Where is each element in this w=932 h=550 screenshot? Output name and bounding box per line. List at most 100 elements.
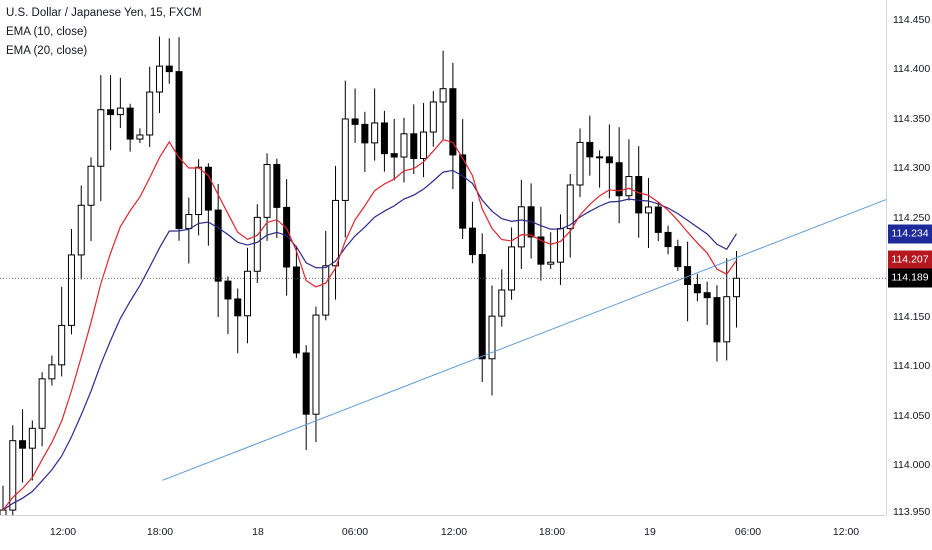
price-tick-label: 114.300 bbox=[893, 162, 931, 175]
candle-body bbox=[400, 133, 408, 158]
price-tick-label: 114.400 bbox=[893, 63, 931, 76]
candle-body bbox=[77, 204, 85, 256]
price-tick-label: 114.450 bbox=[893, 13, 931, 26]
candle-body bbox=[635, 176, 643, 214]
candle-body bbox=[468, 227, 476, 256]
candle-body bbox=[674, 246, 682, 268]
candle-body bbox=[459, 154, 467, 229]
candle-body bbox=[733, 277, 740, 298]
candle-body bbox=[351, 118, 359, 125]
time-tick-label: 06:00 bbox=[734, 526, 762, 538]
candle-body bbox=[97, 109, 105, 167]
candle-body bbox=[547, 261, 555, 265]
candle-body bbox=[429, 101, 437, 133]
candle-body bbox=[596, 156, 604, 159]
ema10-price-badge: 114.207 bbox=[888, 250, 932, 270]
candle-body bbox=[263, 164, 271, 218]
candle-body bbox=[9, 440, 17, 511]
candle-body bbox=[566, 184, 574, 230]
candle-body bbox=[615, 162, 623, 197]
candle-body bbox=[390, 153, 398, 158]
candle-body bbox=[449, 88, 457, 156]
candle-body bbox=[155, 65, 163, 93]
candle-body bbox=[664, 231, 672, 248]
time-tick-label: 12:00 bbox=[49, 526, 77, 538]
candle-body bbox=[38, 378, 46, 429]
candle-body bbox=[713, 297, 721, 343]
price-tick-label: 114.250 bbox=[893, 211, 931, 224]
legend-symbol[interactable]: U.S. Dollar / Japanese Yen, 15, FXCM bbox=[6, 7, 202, 19]
candle-body bbox=[48, 364, 56, 380]
candle-body bbox=[204, 166, 212, 211]
time-axis[interactable]: 12:00 18:00 18 06:00 12:00 18:00 19 06:00 12:00 bbox=[0, 515, 886, 550]
candle-body bbox=[654, 206, 662, 233]
candle-body bbox=[214, 209, 222, 282]
candle-body bbox=[244, 270, 251, 317]
candle-body bbox=[693, 283, 701, 294]
candle-body bbox=[67, 254, 75, 326]
time-tick-label: 18:00 bbox=[146, 526, 174, 538]
candle-body bbox=[420, 131, 428, 160]
candle-body bbox=[556, 228, 564, 263]
candle-body bbox=[341, 118, 349, 201]
candle-body bbox=[175, 71, 183, 230]
candle-body bbox=[107, 109, 115, 116]
candle-body bbox=[273, 164, 281, 208]
candle-body bbox=[136, 134, 144, 140]
time-tick-label: 06:00 bbox=[341, 526, 369, 538]
ema20-price-badge: 114.234 bbox=[888, 224, 932, 244]
current-price-badge: 114.189 bbox=[888, 268, 932, 288]
trendline bbox=[162, 192, 903, 481]
candle-body bbox=[478, 254, 486, 360]
time-tick-label: 18:00 bbox=[538, 526, 566, 538]
legend-ema10[interactable]: EMA (10, close) bbox=[6, 26, 88, 38]
price-axis[interactable]: 114.234 114.207 114.189 114.450 114.400 11… bbox=[886, 0, 932, 518]
candle-body bbox=[116, 107, 124, 116]
price-tick-label: 114.350 bbox=[893, 112, 931, 125]
candle-body bbox=[292, 266, 300, 354]
candle-body bbox=[576, 141, 584, 186]
candle-body bbox=[439, 88, 447, 103]
candle-body bbox=[488, 315, 496, 360]
candle-body bbox=[19, 440, 27, 449]
candle-body bbox=[283, 206, 291, 268]
candle-body bbox=[703, 292, 711, 299]
ema10-line bbox=[2, 139, 737, 511]
candle-body bbox=[332, 199, 340, 267]
time-tick-label: 12:00 bbox=[832, 526, 860, 538]
candle-body bbox=[537, 236, 545, 265]
price-tick-label: 113.950 bbox=[893, 506, 931, 518]
chart-area[interactable]: U.S. Dollar / Japanese Yen, 15, FXCM EMA… bbox=[0, 0, 903, 537]
candle-body bbox=[586, 141, 594, 158]
ema20-line bbox=[2, 169, 738, 511]
price-tick-label: 114.150 bbox=[893, 310, 931, 323]
candle-body bbox=[410, 133, 418, 160]
candle-body bbox=[361, 123, 369, 144]
price-tick-label: 114.000 bbox=[893, 459, 931, 472]
candle-body bbox=[380, 122, 388, 155]
candle-body bbox=[644, 206, 652, 214]
candle-body bbox=[165, 65, 173, 73]
candle-body bbox=[508, 246, 516, 291]
candle-body bbox=[723, 296, 731, 343]
candle-body bbox=[625, 176, 633, 197]
candle-body bbox=[322, 265, 330, 316]
time-tick-label: 12:00 bbox=[440, 526, 468, 538]
candle-body bbox=[605, 156, 613, 164]
candle-body bbox=[312, 314, 320, 415]
candle-body bbox=[302, 352, 310, 415]
candle-body bbox=[58, 324, 66, 366]
legend-ema20[interactable]: EMA (20, close) bbox=[6, 45, 88, 57]
price-chart[interactable] bbox=[0, 0, 903, 537]
candle-body bbox=[126, 107, 134, 140]
candle-body bbox=[185, 214, 193, 230]
candle-body bbox=[195, 166, 203, 216]
price-tick-label: 114.100 bbox=[893, 360, 931, 373]
candle-body bbox=[146, 91, 154, 136]
candle-body bbox=[371, 122, 379, 144]
legend: U.S. Dollar / Japanese Yen, 15, FXCM EMA… bbox=[6, 4, 202, 61]
candle-body bbox=[517, 206, 525, 248]
candle-body bbox=[87, 165, 95, 206]
candle-body bbox=[498, 289, 506, 317]
time-tick-label: 19 bbox=[644, 526, 656, 538]
